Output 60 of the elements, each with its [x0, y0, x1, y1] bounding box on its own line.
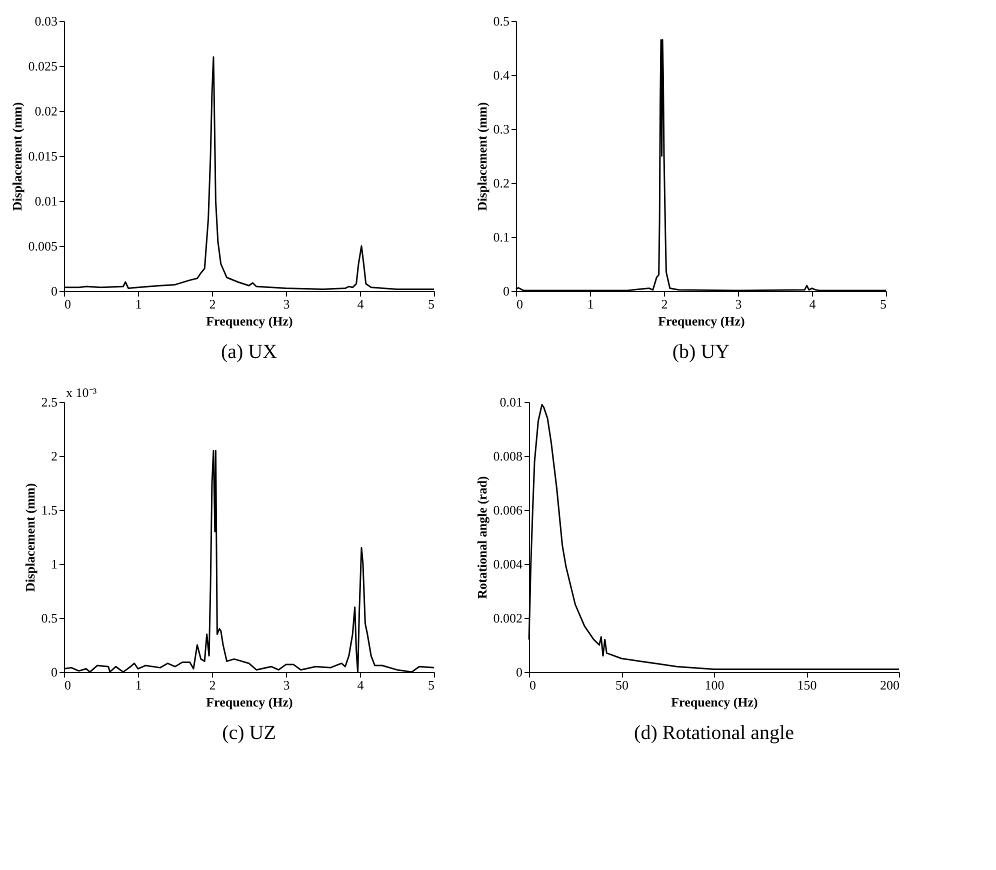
x-tick-label: 4 [809, 296, 816, 312]
x-tick-label: 5 [880, 296, 886, 312]
y-tick-label: 0.5 [493, 14, 510, 28]
y-tick-label: 0.005 [28, 238, 58, 254]
y-tick-label: 0.015 [28, 148, 58, 164]
x-tick-label: 0 [530, 678, 536, 692]
y-tick-label: 0.025 [28, 58, 58, 74]
y-tick-label: 0.01 [34, 194, 58, 208]
x-tick-label: 1 [587, 296, 594, 312]
y-axis-title: Rotational angle (rad) [474, 476, 490, 599]
x-tick-label: 0 [64, 296, 71, 312]
x-tick-label: 50 [616, 678, 628, 692]
x-tick-label: 3 [283, 678, 290, 692]
y-tick-label: 0.006 [493, 502, 523, 518]
x-tick-label: 5 [428, 296, 434, 312]
y-tick-label: 2 [51, 448, 58, 464]
x-tick-label: 150 [797, 678, 817, 692]
x-axis-title: Frequency (Hz) [206, 694, 293, 710]
y-axis-title: Displacement (mm) [22, 483, 38, 592]
x-tick-label: 3 [283, 296, 290, 312]
y-tick-label: 0.008 [493, 448, 522, 464]
x-tick-label: 3 [735, 296, 742, 312]
text: x 10⁻³ [66, 385, 97, 400]
x-tick-label: 4 [357, 296, 364, 312]
x-tick-label: 1 [135, 678, 142, 692]
x-tick-label: 2 [209, 678, 216, 692]
y-tick-label: 0.002 [493, 610, 522, 626]
x-tick-label: 4 [357, 678, 364, 692]
y-axis-title: Displacement (mm) [9, 102, 24, 211]
y-tick-label: 0 [51, 284, 58, 298]
x-tick-label: 100 [704, 678, 724, 692]
x-tick-label: 5 [428, 678, 434, 692]
text: (b) UY [672, 341, 730, 363]
y-tick-label: 0 [503, 284, 510, 298]
y-axis-title: Displacement (mm) [474, 102, 490, 211]
x-tick-label: 0 [64, 678, 71, 692]
text: (d) Rotational angle [634, 722, 794, 744]
y-tick-label: 0.03 [34, 14, 58, 28]
y-tick-label: 0.2 [493, 176, 510, 190]
x-tick-label: 1 [135, 296, 142, 312]
text: (a) UX [220, 341, 278, 363]
y-tick-label: 0 [516, 664, 522, 680]
y-tick-label: 0.02 [34, 104, 58, 118]
y-tick-label: 0.01 [500, 394, 522, 410]
y-tick-label: 0 [51, 664, 58, 680]
y-tick-label: 1.5 [41, 502, 58, 518]
y-tick-label: 1 [51, 556, 58, 572]
y-tick-label: 0.004 [493, 556, 523, 572]
text: (c) UZ [222, 722, 276, 744]
x-axis-title: Frequency (Hz) [671, 694, 758, 710]
x-tick-label: 2 [209, 296, 216, 312]
x-axis-title: Frequency (Hz) [206, 314, 293, 328]
y-tick-label: 0.3 [493, 122, 510, 136]
y-tick-label: 0.4 [493, 68, 510, 82]
x-tick-label: 200 [880, 678, 900, 692]
x-tick-label: 2 [661, 296, 668, 312]
y-tick-label: 0.5 [41, 610, 58, 626]
y-tick-label: 0.1 [493, 230, 510, 244]
x-axis-title: Frequency (Hz) [658, 314, 745, 328]
y-tick-label: 2.5 [41, 394, 58, 410]
